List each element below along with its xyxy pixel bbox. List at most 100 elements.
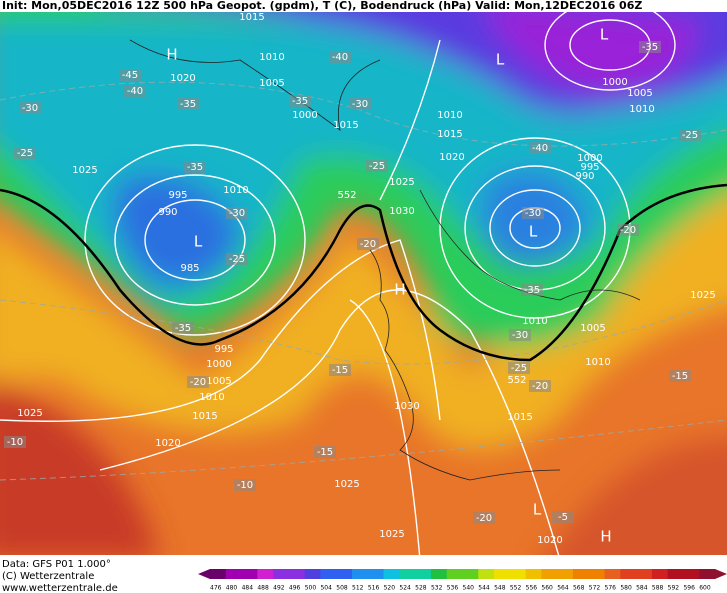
colorbar-label: 540 — [463, 585, 475, 592]
temperature-label-box — [289, 95, 311, 107]
colorbar-label: 576 — [605, 585, 617, 592]
colorbar-swatch — [636, 569, 653, 579]
isobar-label: 1020 — [537, 535, 562, 546]
isobar-label: 1015 — [192, 411, 217, 422]
colorbar-swatch — [273, 569, 290, 579]
isobar-label: 1025 — [389, 177, 414, 188]
temperature-label-box — [552, 511, 574, 523]
pressure-center: L — [194, 233, 203, 251]
temperature-label-box — [172, 322, 194, 334]
isobar-label: 1020 — [155, 438, 180, 449]
colorbar-label: 488 — [257, 585, 269, 592]
temperature-label-box — [226, 253, 248, 265]
temperature-label: -35 — [180, 99, 196, 110]
temperature-label-box — [119, 69, 141, 81]
colorbar-label: 504 — [320, 585, 332, 592]
colorbar-swatch — [620, 569, 637, 579]
isobar-label: 1010 — [199, 392, 224, 403]
temperature-label: -35 — [292, 96, 308, 107]
isobar-label: 1005 — [259, 78, 284, 89]
isobar-label: 1000 — [602, 77, 627, 88]
temperature-label-box — [617, 224, 639, 236]
temperature-label: -30 — [512, 330, 528, 341]
colorbar-label: 476 — [210, 585, 222, 592]
isobar-label: 1010 — [585, 357, 610, 368]
temperature-label: -20 — [620, 225, 636, 236]
colorbar-swatch — [462, 569, 479, 579]
pressure-center: H — [166, 46, 177, 64]
colorbar-swatch — [588, 569, 606, 579]
data-source: Data: GFS P01 1.000° — [2, 559, 111, 570]
isobar-label: 1010 — [629, 104, 654, 115]
pressure-center: L — [533, 501, 542, 519]
isobar-label: 1000 — [292, 110, 317, 121]
colorbar-label: 556 — [526, 585, 538, 592]
temperature-label: -25 — [369, 161, 385, 172]
coastlines — [129, 39, 641, 481]
colorbar-swatch — [604, 569, 621, 579]
isobar-label: 1015 — [507, 412, 532, 423]
colorbar-swatch — [367, 569, 385, 579]
isobar-label: 995 — [214, 344, 233, 355]
temperature-label-box — [669, 370, 691, 382]
temperature-label-box — [4, 436, 26, 448]
colorbar-label: 512 — [352, 585, 364, 592]
colorbar-swatch — [667, 569, 684, 579]
header-title: Init: Mon,05DEC2016 12Z 500 hPa Geopot. … — [2, 0, 642, 12]
isobar-label: 1030 — [394, 401, 419, 412]
isobar-label: 1030 — [389, 206, 414, 217]
temperature-label: -30 — [229, 208, 245, 219]
isobar-label: 1000 — [577, 153, 602, 164]
isobar-label: 990 — [158, 207, 177, 218]
temperature-label: -10 — [237, 480, 253, 491]
isobar-label: 990 — [575, 171, 594, 182]
temperature-label-box — [508, 362, 530, 374]
temperature-label-box — [473, 512, 495, 524]
colorbar-label: 544 — [478, 585, 490, 592]
colorbar-swatch — [509, 569, 527, 579]
temperature-label: -20 — [360, 239, 376, 250]
temperature-label-box — [314, 446, 336, 458]
temperature-label-box — [234, 479, 256, 491]
temperature-label-box — [529, 380, 551, 392]
isobar-label: 995 — [580, 162, 599, 173]
temperature-label-box — [521, 284, 543, 296]
temperature-label: -30 — [525, 208, 541, 219]
colorbar-swatch — [541, 569, 558, 579]
temperature-label-box — [679, 129, 701, 141]
colorbar-label: 520 — [384, 585, 396, 592]
colorbar-swatch — [304, 569, 321, 579]
temperature-label: -40 — [532, 143, 548, 154]
colorbar-arrow-left — [198, 569, 210, 579]
colorbar-label: 492 — [273, 585, 285, 592]
isobar-label: 1010 — [259, 52, 284, 63]
temperature-label-box — [349, 98, 371, 110]
temperature-label-box — [522, 207, 544, 219]
temperature-label: -15 — [317, 447, 333, 458]
temperature-label: -25 — [17, 148, 33, 159]
colorbar-swatch — [225, 569, 243, 579]
colorbar-arrow-right — [715, 569, 727, 579]
colorbar-label: 536 — [447, 585, 459, 592]
temperature-label: -35 — [175, 323, 191, 334]
isobar-label: 552 — [337, 190, 356, 201]
isobar-label: 995 — [168, 190, 187, 201]
pressure-center: H — [394, 281, 405, 299]
temperature-label: -20 — [476, 513, 492, 524]
colorbar-swatch — [383, 569, 400, 579]
isobar-label: 1025 — [690, 290, 715, 301]
isobar-label: 1015 — [333, 120, 358, 131]
temperature-label: -40 — [127, 86, 143, 97]
colorbar-label: 568 — [573, 585, 585, 592]
isobar-label: 1010 — [437, 110, 462, 121]
temperature-label-box — [366, 160, 388, 172]
colorbar-swatch — [430, 569, 448, 579]
colorbar-swatch — [415, 569, 432, 579]
colorbar-swatch — [525, 569, 542, 579]
pressure-center: L — [600, 26, 609, 44]
colorbar-label: 528 — [415, 585, 427, 592]
colorbar-label: 548 — [494, 585, 506, 592]
temperature-label: -35 — [642, 42, 658, 53]
